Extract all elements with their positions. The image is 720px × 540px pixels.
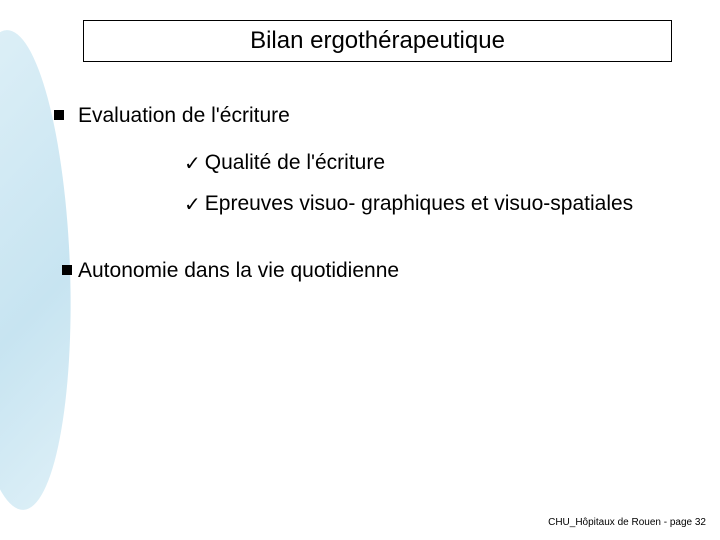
bullet-text: Autonomie dans la vie quotidienne: [78, 251, 399, 292]
bullet-level2-epreuves: ✓ Epreuves visuo- graphiques et visuo-sp…: [184, 184, 692, 225]
square-bullet-icon: [54, 110, 64, 120]
sub-bullet-text: Epreuves visuo- graphiques et visuo-spat…: [205, 184, 633, 225]
slide-title: Bilan ergothérapeutique: [250, 27, 505, 54]
sub-bullet-text: Qualité de l'écriture: [205, 143, 385, 184]
slide-footer: CHU_Hôpitaux de Rouen - page 32: [548, 517, 706, 528]
content-area: Evaluation de l'écriture ✓ Qualité de l'…: [28, 96, 692, 292]
bullet-level1-evaluation: Evaluation de l'écriture: [54, 96, 692, 137]
title-box: Bilan ergothérapeutique: [83, 20, 672, 62]
check-icon: ✓: [184, 186, 201, 225]
bullet-level1-autonomie: Autonomie dans la vie quotidienne: [54, 251, 692, 292]
bullet-level2-qualite: ✓ Qualité de l'écriture: [184, 143, 692, 184]
sub-bullet-group: ✓ Qualité de l'écriture ✓ Epreuves visuo…: [54, 143, 692, 225]
check-icon: ✓: [184, 145, 201, 184]
bullet-text: Evaluation de l'écriture: [78, 96, 290, 137]
square-bullet-icon: [62, 265, 72, 275]
slide-container: Bilan ergothérapeutique Evaluation de l'…: [0, 0, 720, 540]
